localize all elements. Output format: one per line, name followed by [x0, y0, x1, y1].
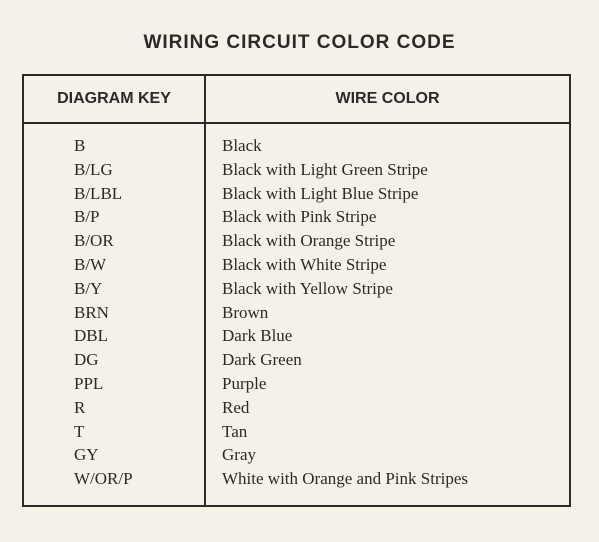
key-item: B/P — [24, 205, 204, 229]
wire-color-column: Black Black with Light Green Stripe Blac… — [206, 124, 569, 505]
header-diagram-key: DIAGRAM KEY — [24, 76, 206, 122]
key-item: B — [24, 134, 204, 158]
diagram-key-column: B B/LG B/LBL B/P B/OR B/W B/Y BRN DBL DG… — [24, 124, 206, 505]
color-item: Dark Blue — [206, 324, 569, 348]
key-item: B/LBL — [24, 182, 204, 206]
color-item: Brown — [206, 301, 569, 325]
color-item: Red — [206, 396, 569, 420]
key-item: GY — [24, 443, 204, 467]
color-item: Black with Light Blue Stripe — [206, 182, 569, 206]
page-title: WIRING CIRCUIT COLOR CODE — [0, 0, 599, 74]
key-item: DG — [24, 348, 204, 372]
color-item: Black with Pink Stripe — [206, 205, 569, 229]
color-item: Black — [206, 134, 569, 158]
color-item: White with Orange and Pink Stripes — [206, 467, 569, 491]
color-item: Tan — [206, 420, 569, 444]
key-item: B/LG — [24, 158, 204, 182]
color-item: Black with Light Green Stripe — [206, 158, 569, 182]
key-item: PPL — [24, 372, 204, 396]
color-code-table: DIAGRAM KEY WIRE COLOR B B/LG B/LBL B/P … — [22, 74, 571, 507]
color-item: Black with White Stripe — [206, 253, 569, 277]
key-item: W/OR/P — [24, 467, 204, 491]
key-item: T — [24, 420, 204, 444]
key-item: R — [24, 396, 204, 420]
color-item: Gray — [206, 443, 569, 467]
key-item: B/W — [24, 253, 204, 277]
table-body: B B/LG B/LBL B/P B/OR B/W B/Y BRN DBL DG… — [24, 124, 569, 505]
color-item: Black with Yellow Stripe — [206, 277, 569, 301]
color-item: Black with Orange Stripe — [206, 229, 569, 253]
key-item: B/Y — [24, 277, 204, 301]
color-item: Purple — [206, 372, 569, 396]
key-item: DBL — [24, 324, 204, 348]
color-item: Dark Green — [206, 348, 569, 372]
header-wire-color: WIRE COLOR — [206, 76, 569, 122]
table-header-row: DIAGRAM KEY WIRE COLOR — [24, 76, 569, 124]
key-item: BRN — [24, 301, 204, 325]
key-item: B/OR — [24, 229, 204, 253]
